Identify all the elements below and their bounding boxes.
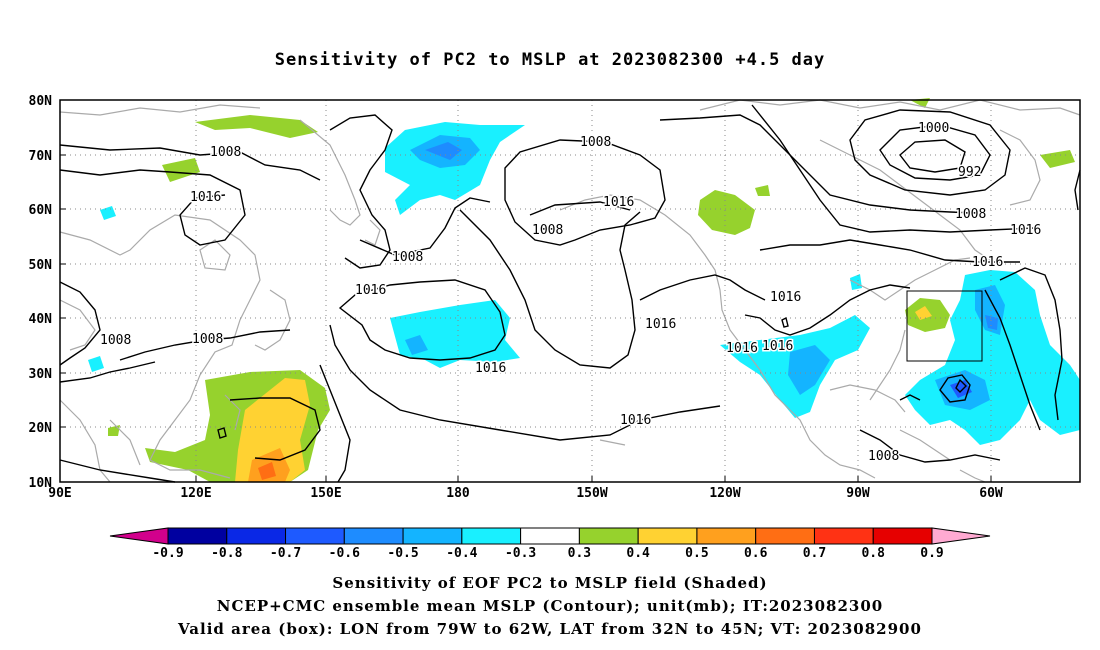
contour-label: 1008 — [868, 449, 899, 464]
shade-small-cyan — [100, 206, 116, 220]
chart-title: Sensitivity of PC2 to MSLP at 2023082300… — [274, 50, 826, 70]
caption-line-3: Valid area (box): LON from 79W to 62W, L… — [178, 620, 922, 638]
colorbar-swatch — [402, 527, 463, 545]
shade-hawaii-cyan — [88, 356, 104, 372]
contour-label: 1008 — [392, 250, 423, 265]
contour-labels: 1008 1008 1016 1008 1008 1008 1016 1016 … — [99, 120, 1043, 466]
colorbar-swatch — [578, 527, 639, 545]
shade-west-pacific-red — [258, 462, 276, 480]
colorbar-label: -0.5 — [387, 546, 418, 561]
colorbar-swatch — [872, 527, 933, 545]
colorbar-swatch — [167, 527, 228, 545]
shade-small-cyan-2 — [850, 274, 862, 290]
colorbar-label: -0.3 — [505, 546, 536, 561]
colorbar-label: 0.6 — [744, 546, 768, 561]
contour-label: 1016 — [726, 341, 758, 356]
contour-label: 1016 — [620, 413, 651, 428]
shade-siberia-green-1 — [195, 115, 318, 138]
lat-lon-grid — [60, 100, 1080, 482]
colorbar-swatch — [226, 527, 287, 545]
colorbar-label: -0.9 — [152, 546, 183, 561]
contour-label: 1008 — [532, 223, 563, 238]
colorbar — [109, 527, 991, 545]
lat-label: 20N — [29, 421, 53, 436]
shade-canada-green-2 — [755, 185, 770, 196]
colorbar-high-end — [931, 527, 991, 545]
contour-label: 1016 — [603, 195, 634, 210]
shade-gulf-blue — [788, 345, 830, 395]
shade-atlantic-blue-2 — [985, 315, 998, 330]
colorbar-swatch — [813, 527, 874, 545]
colorbar-label: -0.4 — [446, 546, 477, 561]
shade-canada-green-1 — [698, 190, 755, 235]
colorbar-swatch — [520, 527, 580, 545]
lat-label: 30N — [29, 367, 53, 382]
colorbar-label: 0.3 — [568, 546, 591, 561]
caption-line-1: Sensitivity of EOF PC2 to MSLP field (Sh… — [332, 574, 768, 592]
shade-siberia-green-2 — [162, 158, 200, 182]
contour-label: 1016 — [355, 283, 386, 298]
contour-label: 1016 — [762, 339, 793, 354]
colorbar-swatch — [755, 527, 815, 545]
shade-greenland-green — [1040, 150, 1075, 168]
contour-label: 1008 — [192, 332, 223, 347]
lon-label: 150W — [576, 486, 607, 501]
lon-label: 180 — [446, 486, 470, 501]
lat-label: 10N — [29, 476, 53, 491]
contour-label: 1016 — [190, 190, 221, 205]
shade-central-pacific-blue — [405, 335, 428, 355]
lon-label: 90E — [48, 486, 71, 501]
colorbar-labels: -0.9 -0.8 -0.7 -0.6 -0.5 -0.4 -0.3 0.3 0.4 0.5 0.6… — [152, 546, 943, 561]
lat-label: 80N — [29, 94, 53, 109]
contour-label: 1000 — [918, 121, 949, 136]
colorbar-swatch — [637, 527, 698, 545]
lat-label: 70N — [29, 149, 53, 164]
colorbar-swatch — [343, 527, 404, 545]
lat-label: 50N — [29, 258, 53, 273]
lon-label: 120W — [709, 486, 740, 501]
contour-label: 1016 — [475, 361, 506, 376]
axis-ticks — [60, 154, 992, 482]
contour-label: 1016 — [645, 317, 676, 332]
contour-label: 1008 — [210, 145, 241, 160]
contour-label: 992 — [958, 165, 981, 180]
colorbar-label: -0.8 — [211, 546, 242, 561]
map-frame — [59, 99, 1081, 483]
contour-label: 1016 — [1010, 223, 1041, 238]
colorbar-label: 0.8 — [861, 546, 885, 561]
colorbar-low-end — [109, 527, 169, 545]
colorbar-swatch — [285, 527, 345, 545]
colorbar-label: -0.6 — [329, 546, 360, 561]
colorbar-label: 0.4 — [626, 546, 650, 561]
lat-label: 60N — [29, 203, 53, 218]
contour-label: 1016 — [770, 290, 801, 305]
contour-label: 1008 — [580, 135, 611, 150]
lat-label: 40N — [29, 312, 53, 327]
colorbar-label: 0.9 — [920, 546, 943, 561]
lon-label: 90W — [846, 486, 870, 501]
contour-label: 1008 — [100, 333, 131, 348]
lat-labels: 80N 70N 60N 50N 40N 30N 20N 10N — [29, 94, 53, 491]
colorbar-label: -0.7 — [270, 546, 301, 561]
shade-box-yellow — [915, 306, 932, 320]
valid-area-box — [906, 290, 983, 362]
colorbar-label: 0.7 — [803, 546, 826, 561]
lon-label: 150E — [310, 486, 341, 501]
lon-label: 60W — [979, 486, 1003, 501]
caption-line-2: NCEP+CMC ensemble mean MSLP (Contour); u… — [216, 597, 884, 615]
contour-label: 1008 — [955, 207, 986, 222]
contour-label: 1016 — [972, 255, 1003, 270]
colorbar-swatch — [696, 527, 757, 545]
lon-labels: 90E 120E 150E 180 150W 120W 90W 60W — [48, 486, 1003, 501]
lon-label: 120E — [180, 486, 211, 501]
colorbar-label: 0.5 — [685, 546, 708, 561]
colorbar-swatch — [461, 527, 522, 545]
shade-bering-blue-dark — [425, 142, 462, 160]
mslp-contours — [59, 104, 1081, 483]
